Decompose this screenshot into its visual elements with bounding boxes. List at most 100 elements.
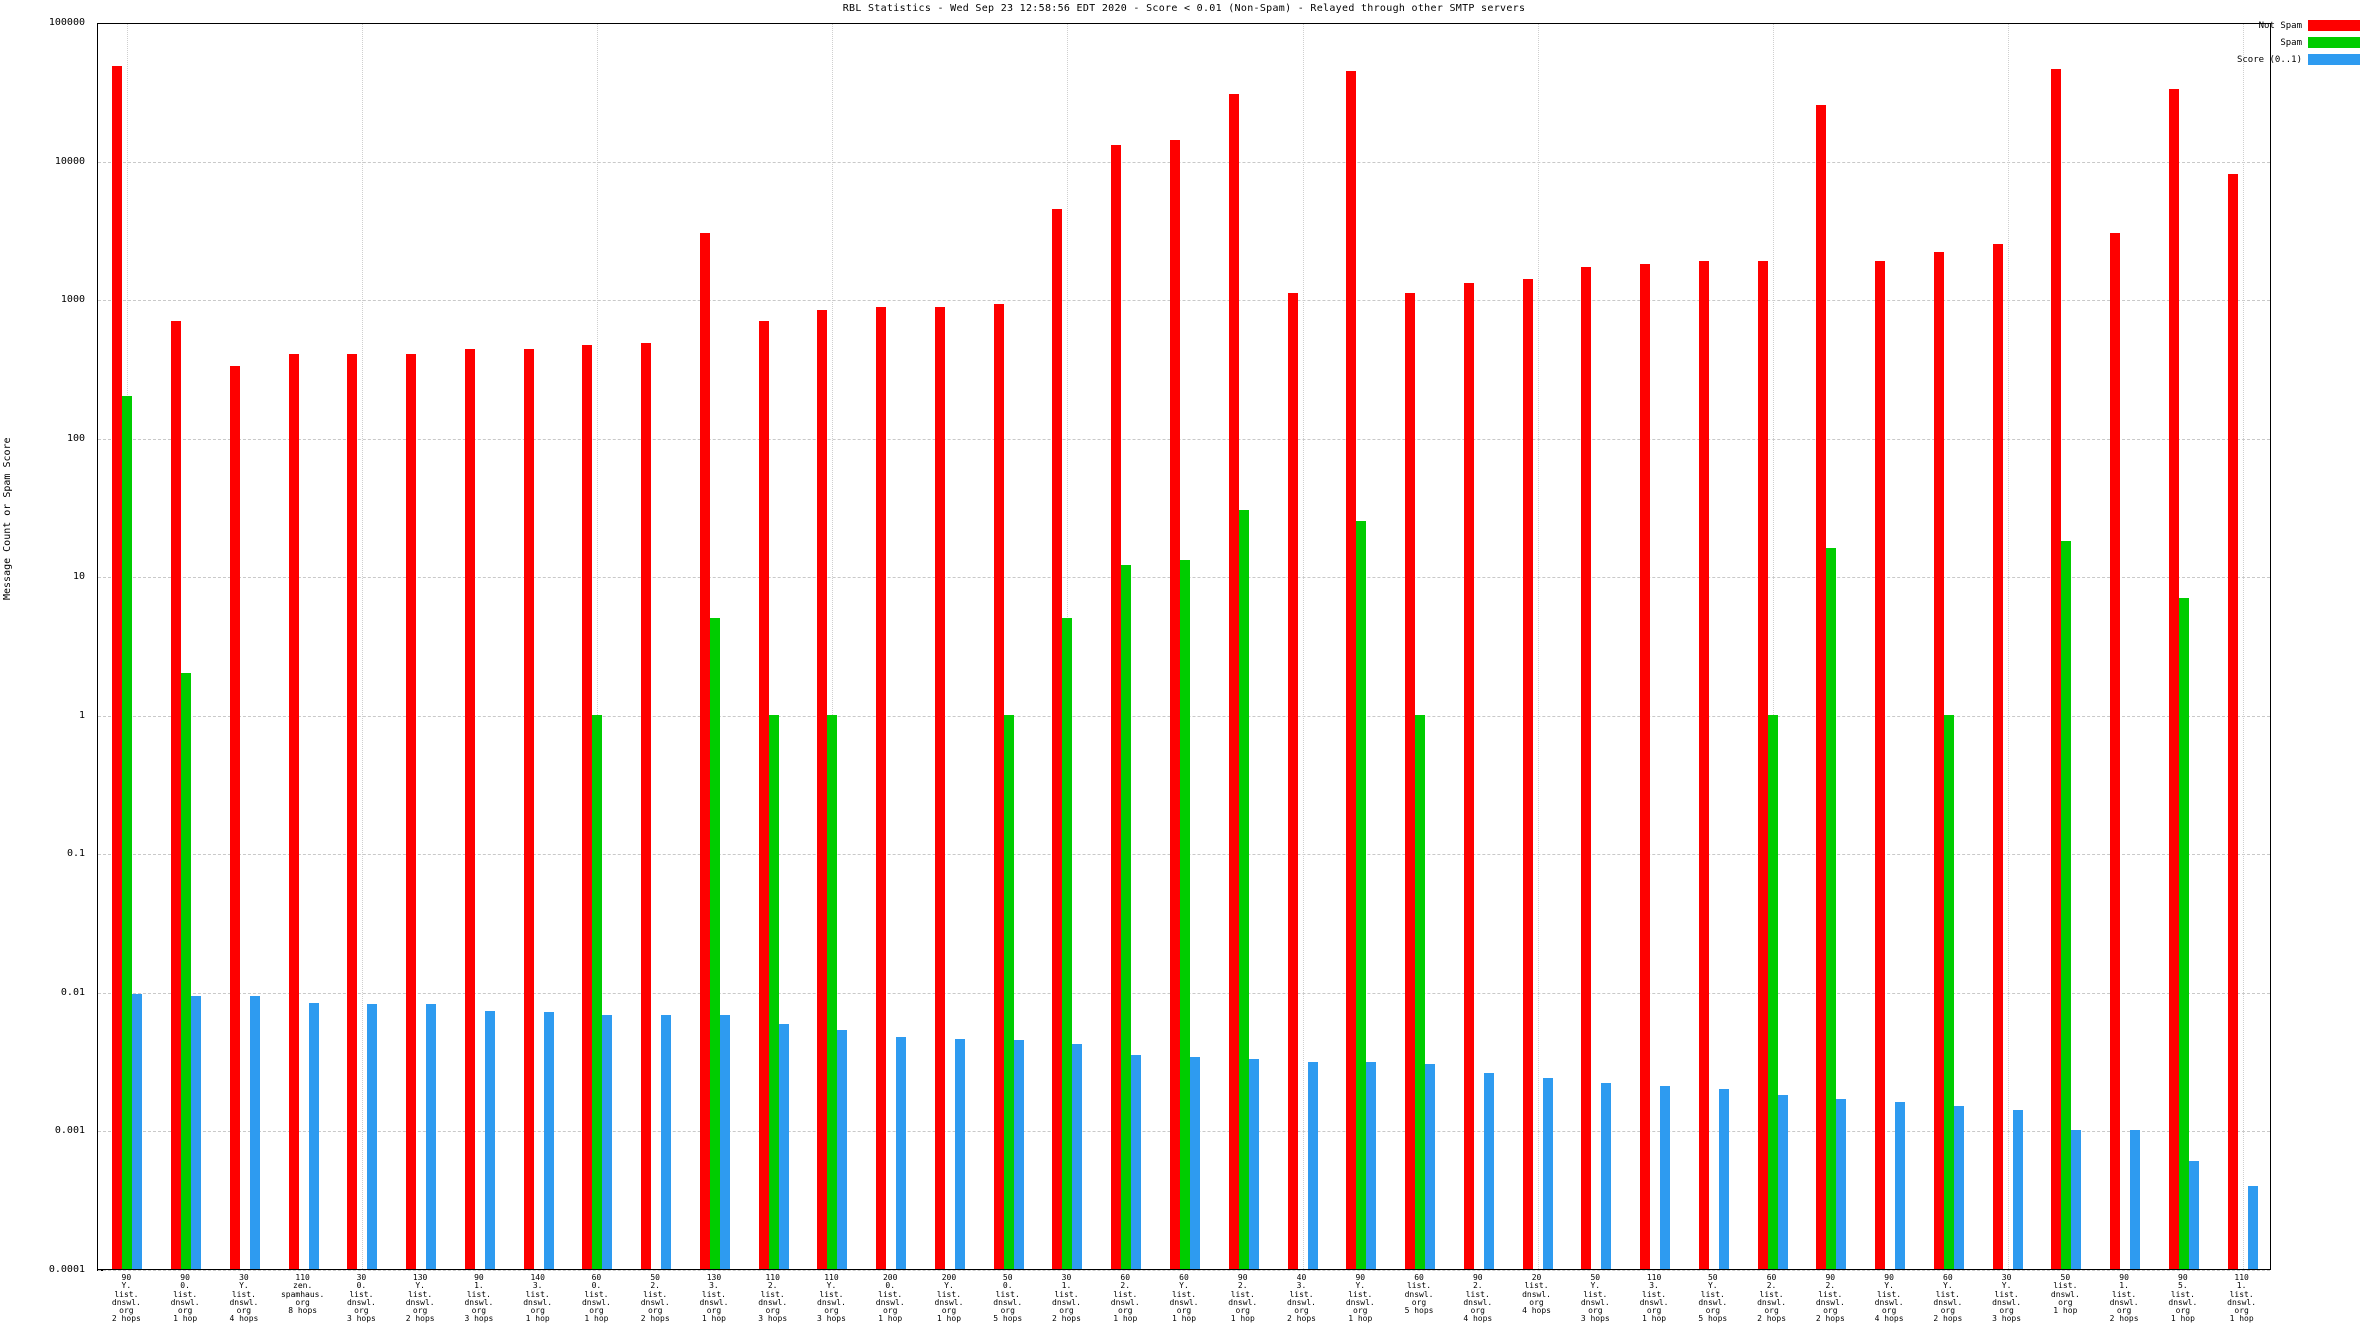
grid-line-vertical <box>832 24 834 1269</box>
x-axis-label-line: list. <box>819 1289 844 1299</box>
bar-score <box>778 1023 789 1269</box>
x-axis-label-line: dnswl. <box>111 1297 141 1307</box>
bar-not-spam <box>1346 71 1357 1269</box>
y-axis-tick-label: 0.1 <box>66 848 85 860</box>
x-axis-label-line: org <box>412 1306 428 1316</box>
x-axis-label-line: 1. <box>474 1281 484 1291</box>
bar-not-spam <box>112 66 123 1269</box>
x-axis-label-line: org <box>1059 1306 1074 1316</box>
x-axis-tick-label: 140 3. list. dnswl. org 1 hop <box>508 1273 568 1324</box>
bar-score <box>2071 1130 2082 1269</box>
y-axis-tick-label: 0.0001 <box>48 1264 85 1275</box>
x-axis-label-line: list. <box>466 1289 491 1299</box>
bar-not-spam <box>347 354 358 1269</box>
bar-score <box>1542 1077 1553 1269</box>
grid-line-vertical <box>1537 24 1539 1269</box>
x-axis-label-line: 1 hop <box>173 1314 198 1324</box>
x-axis-label-line: org <box>177 1306 193 1316</box>
x-axis-label-line: 60 <box>1120 1273 1131 1282</box>
x-axis-label-line: 2 hops <box>640 1314 670 1324</box>
bar-not-spam <box>1287 293 1298 1269</box>
legend-swatch <box>2308 54 2360 65</box>
bar-not-spam <box>1933 251 1944 1269</box>
x-axis-label-line: list. <box>1171 1289 1197 1299</box>
x-axis-label-line: list. <box>760 1289 785 1299</box>
x-axis-label-line: dnswl. <box>1639 1297 1669 1307</box>
legend-swatch <box>2308 20 2360 31</box>
bar-spam <box>1356 521 1367 1269</box>
bar-not-spam <box>1405 293 1416 1269</box>
y-axis-tick-label: 0.01 <box>60 986 85 998</box>
x-axis-label-line: Y. <box>944 1281 954 1291</box>
x-axis-label-line: org <box>2116 1306 2132 1316</box>
bar-score <box>661 1015 672 1269</box>
x-axis-label-line: list. <box>1406 1281 1432 1291</box>
x-axis-label-line: dnswl. <box>640 1297 670 1307</box>
x-axis-label-line: 40 <box>1296 1273 1307 1282</box>
x-axis-label-line: list. <box>408 1289 433 1299</box>
x-axis-label-line: 3. <box>1649 1281 1659 1291</box>
x-axis-tick-label: 110 1. list. dnswl. org 1 hop <box>2212 1273 2272 1324</box>
bar-score <box>1660 1085 1671 1269</box>
x-axis-label-line: list. <box>2170 1289 2195 1299</box>
x-axis-label-line: 50 <box>1002 1273 1013 1282</box>
x-axis-label-line: org <box>1353 1306 1368 1316</box>
x-axis-label-line: org <box>1235 1306 1250 1316</box>
x-axis-label-line: Y. <box>1707 1281 1718 1291</box>
x-axis-label-line: org <box>882 1306 898 1316</box>
bar-score <box>1425 1064 1436 1269</box>
x-axis-label-line: org <box>1881 1306 1897 1316</box>
x-axis-label-line: 90 <box>1472 1273 1483 1282</box>
x-axis-label-line: 2 hops <box>1052 1314 1081 1324</box>
x-axis-label-line: 5 hops <box>993 1314 1023 1324</box>
x-axis-label-line: 1 hop <box>2053 1306 2078 1316</box>
bar-score <box>1307 1062 1318 1269</box>
x-axis-tick-label: 50 Y. list. dnswl. org 5 hops <box>1683 1273 1743 1324</box>
bar-not-spam <box>523 348 534 1269</box>
x-axis-label-line: dnswl. <box>1287 1297 1316 1307</box>
x-axis-label-line: 2 hops <box>1287 1314 1316 1324</box>
legend-label: Score (0..1) <box>2236 54 2302 65</box>
x-axis-tick-label: 60 Y. list. dnswl. org 2 hops <box>1918 1273 1978 1324</box>
bar-score <box>367 1003 378 1269</box>
x-axis-label-line: Y. <box>1590 1281 1601 1291</box>
x-axis-label-line: 110 <box>765 1273 780 1282</box>
legend-swatch <box>2308 37 2360 48</box>
x-axis-tick-label: 110 zen. spamhaus. org 8 hops <box>273 1273 333 1315</box>
x-axis-tick-label: 60 2. list. dnswl. org 1 hop <box>1095 1273 1155 1324</box>
x-axis-label-line: org <box>2175 1306 2191 1316</box>
bar-score <box>2012 1110 2023 1269</box>
bar-spam <box>1826 547 1837 1269</box>
x-axis-label-line: org <box>236 1306 252 1316</box>
x-axis-label-line: list. <box>936 1289 962 1299</box>
x-axis-label-line: dnswl. <box>581 1297 611 1307</box>
x-axis-label-line: org <box>824 1306 839 1316</box>
x-axis-label-line: list. <box>584 1289 609 1299</box>
bar-not-spam <box>464 348 475 1269</box>
chart-legend: Not Spam Spam Score (0..1) <box>2237 17 2360 68</box>
x-axis-tick-label: 90 2. list. dnswl. org 1 hop <box>1213 1273 1273 1324</box>
x-axis-label-line: dnswl. <box>464 1297 494 1307</box>
x-axis-label-line: 50 <box>1590 1273 1601 1282</box>
legend-label: Not Spam <box>2258 20 2302 31</box>
x-axis-tick-label: 110 Y. list. dnswl. org 3 hops <box>801 1273 861 1324</box>
bar-score <box>308 1003 319 1269</box>
x-axis-label-line: dnswl. <box>346 1297 376 1307</box>
x-axis-label-line: org <box>2058 1297 2073 1307</box>
bar-not-spam <box>1698 260 1709 1269</box>
x-axis-label-line: dnswl. <box>875 1297 905 1307</box>
x-axis-tick-label: 60 Y. list. dnswl. org 1 hop <box>1154 1273 1214 1324</box>
x-axis-label-line: 2 hops <box>111 1314 141 1324</box>
x-axis-tick-label: 90 0. list. dnswl. org 1 hop <box>155 1273 215 1324</box>
x-axis-tick-label: 110 3. list. dnswl. org 1 hop <box>1624 1273 1684 1324</box>
x-axis-tick-label: 30 1. list. dnswl. org 2 hops <box>1036 1273 1096 1324</box>
bar-not-spam <box>1522 278 1533 1269</box>
bar-score <box>1895 1102 1906 1269</box>
bar-spam <box>1121 565 1132 1269</box>
x-axis-label-line: 30 <box>2001 1273 2012 1282</box>
x-axis-label-line: org <box>1999 1306 2014 1316</box>
x-axis-label-line: dnswl. <box>229 1297 259 1307</box>
x-axis-tick-label: 130 3. list. dnswl. org 1 hop <box>684 1273 744 1324</box>
x-axis-tick-label: 30 0. list. dnswl. org 3 hops <box>331 1273 391 1324</box>
x-axis-label-line: dnswl. <box>1992 1297 2022 1307</box>
